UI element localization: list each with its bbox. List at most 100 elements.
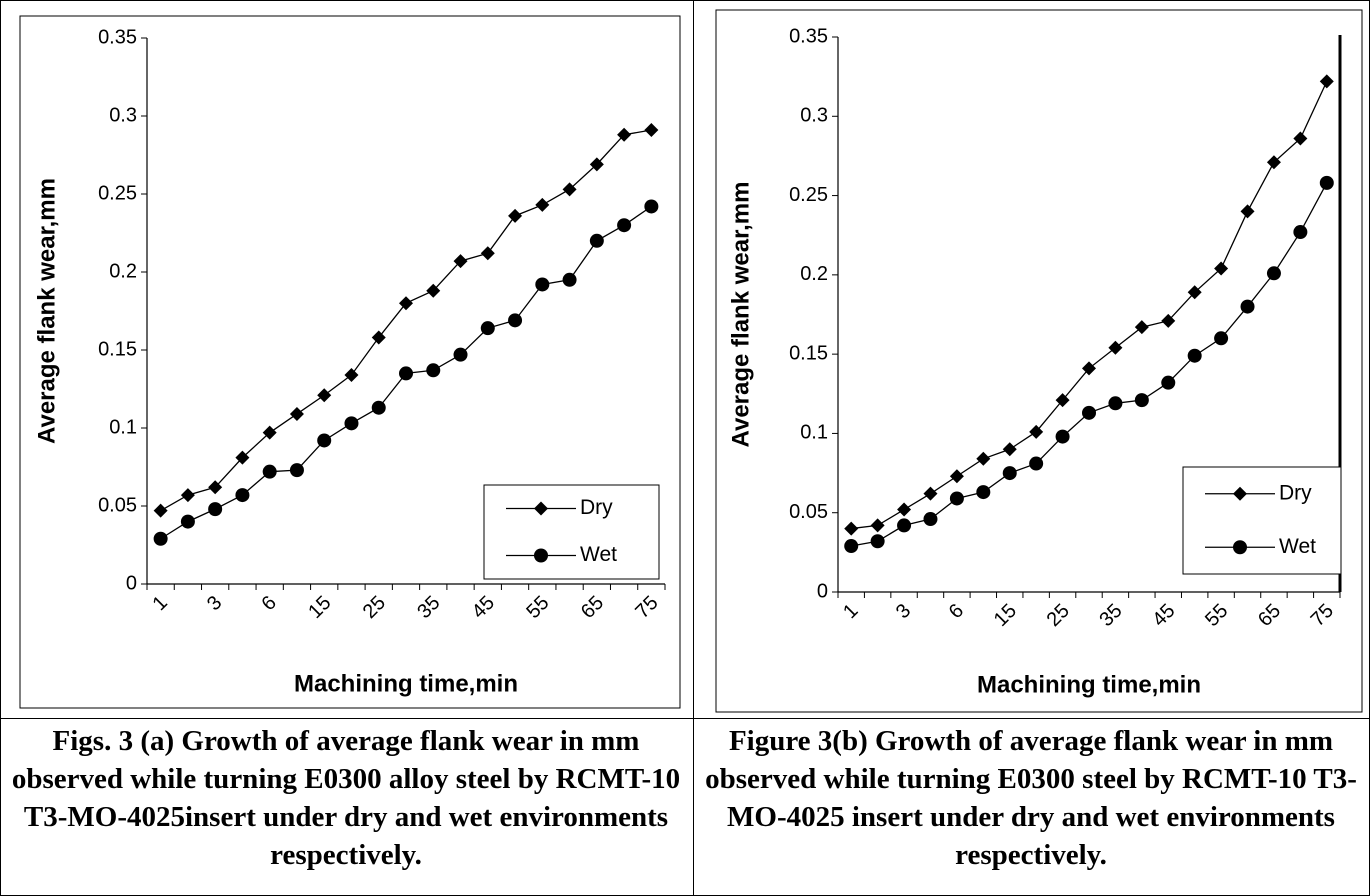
diamond-marker (289, 406, 304, 421)
diamond-marker (344, 367, 359, 382)
diamond-marker (976, 451, 991, 466)
diamond-marker (923, 486, 938, 501)
diamond-marker (897, 502, 912, 517)
x-tick-label: 75 (631, 592, 662, 623)
y-tick-label: 0.15 (789, 342, 828, 364)
y-tick-label: 0.35 (98, 26, 137, 48)
diamond-marker (1293, 131, 1308, 146)
circle-marker (153, 531, 168, 546)
caption-a: Figs. 3 (a) Growth of average flank wear… (11, 725, 681, 871)
circle-marker (1187, 348, 1202, 363)
row-divider (0, 718, 1370, 719)
legend-marker (1233, 540, 1247, 555)
x-tick-label: 3 (892, 600, 915, 623)
circle-marker (1240, 299, 1255, 314)
diamond-marker (562, 182, 577, 197)
diamond-marker (1108, 340, 1123, 355)
circle-marker (1319, 175, 1334, 190)
circle-marker (844, 539, 859, 554)
x-tick-label: 55 (522, 592, 553, 623)
circle-marker (426, 363, 441, 378)
x-tick-label: 25 (359, 592, 390, 623)
circle-marker (453, 347, 468, 362)
circle-marker (1293, 225, 1308, 240)
legend-marker (534, 548, 548, 563)
diamond-marker (208, 480, 223, 495)
legend-marker (534, 501, 548, 516)
diamond-marker (399, 296, 413, 311)
circle-marker (949, 491, 964, 506)
diamond-marker (1082, 361, 1096, 376)
x-tick-label: 1 (839, 600, 862, 623)
x-tick-label: 45 (468, 592, 499, 623)
diamond-marker (153, 503, 168, 518)
diamond-marker (589, 157, 604, 172)
diamond-marker (644, 123, 659, 138)
diamond-marker (1161, 313, 1176, 328)
circle-marker (976, 485, 991, 500)
legend-label: Wet (580, 543, 617, 566)
y-tick-label: 0.3 (109, 104, 137, 126)
x-tick-label: 65 (1254, 600, 1285, 631)
x-tick-label: 75 (1307, 600, 1338, 631)
x-tick-label: 1 (148, 592, 171, 615)
circle-marker (208, 502, 223, 517)
circle-marker (262, 464, 277, 479)
y-tick-label: 0.2 (800, 263, 828, 285)
x-tick-label: 55 (1201, 600, 1232, 631)
x-axis-title: Machining time,min (977, 671, 1201, 698)
y-tick-label: 0.1 (800, 422, 828, 444)
chart-border (19, 15, 681, 709)
diamond-marker (1002, 442, 1017, 457)
circle-marker (923, 512, 938, 527)
diamond-marker (1240, 204, 1255, 219)
circle-marker (1214, 331, 1229, 346)
circle-marker (1029, 456, 1044, 471)
x-axis-title: Machining time,min (294, 670, 518, 697)
circle-marker (317, 433, 332, 448)
series-line (160, 129, 652, 512)
circle-marker (371, 400, 386, 415)
x-tick-label: 15 (304, 592, 335, 623)
circle-marker (344, 416, 359, 431)
x-tick-label: 35 (413, 592, 444, 623)
circle-marker (180, 514, 195, 529)
y-tick-label: 0.35 (789, 25, 828, 47)
x-tick-label: 25 (1043, 600, 1074, 631)
circle-marker (1082, 405, 1096, 420)
circle-marker (1266, 266, 1281, 281)
x-tick-label: 35 (1095, 600, 1126, 631)
circle-marker (535, 277, 550, 292)
chart-a: 0 0.05 0.1 0.15 0.2 0.25 0.3 0.35 1 3 6 15 25 35 45 55 6… (19, 15, 681, 709)
diamond-marker (1134, 320, 1149, 335)
diamond-marker (1187, 285, 1202, 300)
diamond-marker (371, 330, 386, 345)
diamond-marker (508, 208, 523, 223)
x-tick-label: 45 (1148, 600, 1179, 631)
diamond-marker (1214, 261, 1229, 276)
legend-label: Dry (580, 496, 613, 519)
y-tick-label: 0.15 (98, 338, 137, 360)
series-line (851, 81, 1328, 530)
diamond-marker (1029, 424, 1044, 439)
circle-marker (235, 488, 250, 503)
diamond-marker (426, 283, 441, 298)
x-tick-label: 15 (990, 600, 1021, 631)
y-tick-label: 0.05 (789, 501, 828, 523)
chart-border (715, 9, 1363, 713)
circle-marker (897, 518, 912, 533)
diamond-marker (453, 254, 468, 269)
diamond-marker (870, 518, 885, 533)
legend-label: Dry (1279, 481, 1312, 504)
diamond-marker (180, 488, 195, 503)
circle-marker (644, 199, 659, 214)
x-tick-label: 6 (945, 600, 968, 623)
chart-b: 0 0.05 0.1 0.15 0.2 0.25 0.3 0.35 1 3 6 15 25 35 45 55 6… (715, 9, 1363, 713)
circle-marker (1161, 375, 1176, 390)
y-tick-label: 0.25 (98, 182, 137, 204)
y-tick-label: 0.3 (800, 105, 828, 127)
diamond-marker (317, 388, 332, 403)
diamond-marker (844, 521, 859, 536)
y-tick-label: 0 (126, 572, 137, 594)
